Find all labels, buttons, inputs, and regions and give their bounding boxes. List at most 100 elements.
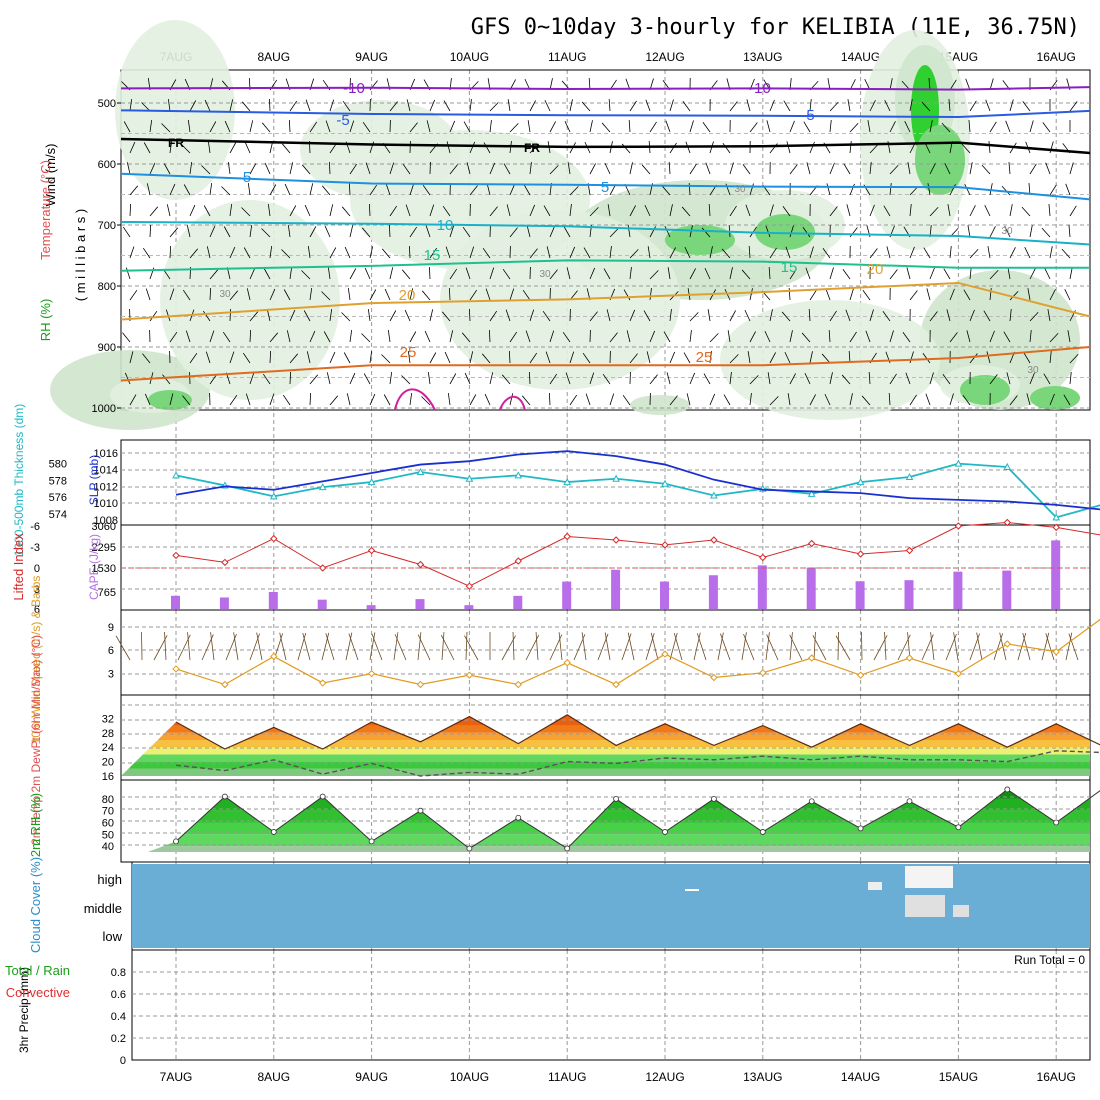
- cape-bar: [219, 597, 229, 609]
- wind-barb: [367, 309, 371, 322]
- wind-barb: [1069, 205, 1077, 217]
- wind-barb: [289, 205, 297, 217]
- temp-axis-label: 2m Temp 2m DewPt (6hr Min/Max) (°C): [29, 635, 43, 845]
- wind-barb: [1021, 206, 1031, 217]
- wind-barb: [309, 226, 317, 238]
- wind-barb: [269, 393, 275, 406]
- lifted-index-series-point: [856, 550, 865, 558]
- wind-barb: [209, 183, 213, 196]
- wind-barb-10m: [256, 632, 263, 661]
- cloud-middle: [905, 895, 945, 917]
- wind-barb: [581, 101, 591, 112]
- wind-barb: [682, 101, 691, 112]
- wind-barb: [882, 311, 891, 322]
- wind-barb: [525, 330, 531, 343]
- wind-barb: [149, 162, 156, 175]
- wind-barb: [889, 164, 899, 175]
- wind-barb: [722, 143, 731, 154]
- wind-barb: [603, 268, 611, 280]
- wind-barb: [609, 393, 615, 406]
- wind-barb-10m: [597, 633, 609, 661]
- wind-barb: [766, 120, 771, 133]
- wind-barb: [589, 120, 593, 133]
- wind-barb: [146, 183, 151, 196]
- wind-barb: [321, 291, 331, 301]
- rh-series-point: [808, 798, 815, 805]
- thickness-axis-label: 1000-500mb Thickness (dm): [12, 404, 26, 557]
- thickness-series-line: [175, 462, 1100, 519]
- wind-barb: [626, 330, 631, 343]
- date-label-bottom: 10AUG: [450, 1070, 489, 1084]
- wind-barb: [929, 267, 935, 280]
- wind-barb: [1029, 268, 1036, 280]
- wind-barb: [381, 248, 391, 259]
- wind-barb: [949, 184, 956, 196]
- wind-barb: [446, 141, 451, 154]
- wind-speed-series-point: [416, 680, 425, 689]
- wind-barb: [909, 246, 915, 259]
- wind-barb: [943, 268, 951, 280]
- wind-barb: [304, 204, 311, 217]
- wind-barb: [669, 395, 678, 406]
- wind-barb: [289, 162, 294, 175]
- lifted-index-tick-label: -3: [30, 542, 40, 554]
- wind-barb: [529, 162, 532, 175]
- wind-barb: [301, 270, 311, 280]
- isotherm-15: [120, 259, 1090, 272]
- wind-barb: [769, 99, 775, 112]
- wind-barb: [627, 225, 631, 238]
- wind-barb: [826, 183, 831, 196]
- wind-barb: [323, 331, 331, 343]
- wind-barb: [645, 99, 651, 112]
- wind-barb: [849, 227, 858, 238]
- cloud-level-label: low: [102, 929, 122, 944]
- wind-barb: [1061, 248, 1071, 259]
- wind-barb: [629, 267, 632, 280]
- cape-bar: [611, 569, 621, 609]
- wind-barb-10m: [325, 633, 335, 661]
- wind-barb: [141, 102, 151, 112]
- wind-barb-10m: [279, 632, 287, 661]
- wind-barb: [549, 373, 558, 385]
- wind-barb: [669, 99, 674, 112]
- wind-barb: [523, 184, 531, 196]
- wind-barb: [169, 141, 173, 154]
- wind-speed-series-point: [661, 650, 669, 658]
- wind-barb-10m: [930, 632, 935, 661]
- wind-barb: [669, 142, 677, 154]
- wind-barb: [309, 374, 319, 385]
- wind-barb: [242, 352, 251, 364]
- precip-convective-legend: Convective: [6, 985, 70, 1000]
- wind-barb-10m: [348, 633, 359, 661]
- wind-barb: [309, 121, 318, 133]
- wind-barb-10m: [604, 632, 611, 661]
- wind-barb: [569, 186, 579, 196]
- wind-barb: [241, 207, 251, 217]
- wind-barb: [987, 246, 991, 259]
- wind-barb: [749, 375, 759, 385]
- wind-barb: [185, 330, 191, 343]
- date-label-bottom: 14AUG: [841, 1070, 880, 1084]
- wind-barb: [123, 121, 131, 133]
- wind-barb: [369, 184, 378, 196]
- isotherm-label: 20: [867, 261, 884, 278]
- wind-barb: [549, 225, 556, 238]
- isotherm-label: FR: [524, 141, 540, 155]
- lifted-index-series-point: [221, 558, 229, 567]
- isotherm-label: 25: [696, 349, 713, 366]
- wind-barb: [809, 246, 814, 259]
- wind-barb: [369, 289, 377, 301]
- cloud-high: [868, 882, 882, 890]
- wind-barb: [805, 267, 811, 280]
- isotherm-label: 30: [1001, 226, 1013, 237]
- wind-barb: [229, 246, 236, 259]
- precip-tick-label: 0.8: [111, 967, 126, 979]
- wind-barb: [989, 183, 993, 196]
- wind-barb: [785, 246, 791, 259]
- date-label-bottom: 9AUG: [355, 1070, 388, 1084]
- thickness-series-point: [710, 491, 718, 499]
- precip-axis-label: 3hr Precip (mm): [17, 967, 31, 1053]
- wind-speed-series-point: [905, 654, 914, 662]
- bottom-date-axis: 7AUG 8AUG 9AUG 10AUG 11AUG 12AUG 13AUG 14AUG 15A…: [160, 1070, 1076, 1084]
- wind-barb-10m: [249, 633, 260, 661]
